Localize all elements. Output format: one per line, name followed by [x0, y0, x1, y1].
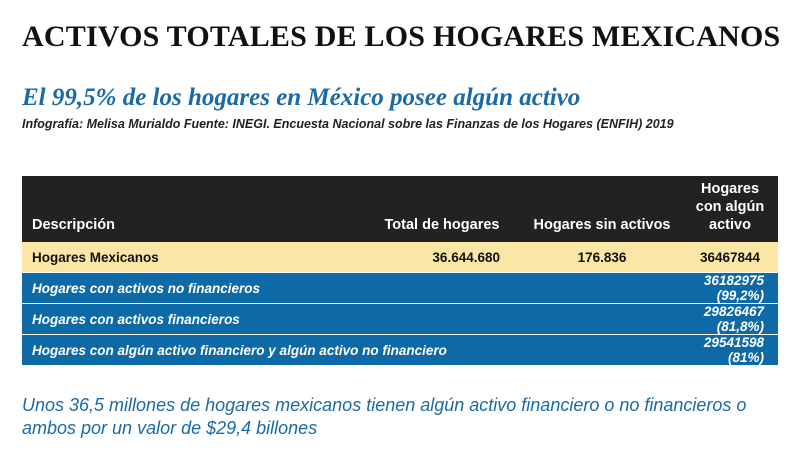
table-row: Hogares con activos no financieros 36182…	[22, 272, 778, 304]
table-row: Hogares con activos financieros 29826467…	[22, 303, 778, 335]
cell-valor: 36182975 (99,2%)	[682, 272, 778, 304]
footer-summary: Unos 36,5 millones de hogares mexicanos …	[22, 395, 747, 438]
page-subtitle: El 99,5% de los hogares en México posee …	[22, 84, 581, 111]
header-hogares-con-activo: Hogares con algún activo	[682, 176, 778, 242]
cell-sin-activos: 176.836	[522, 242, 682, 273]
cell-total: 36.644.680	[362, 242, 522, 273]
cell-valor: 29541598 (81%)	[682, 334, 778, 366]
header-total-hogares: Total de hogares	[362, 176, 522, 242]
header-hogares-sin-activos: Hogares sin activos	[522, 176, 682, 242]
header-descripcion: Descripción	[22, 176, 362, 242]
page-title: ACTIVOS TOTALES DE LOS HOGARES MEXICANOS	[22, 20, 781, 53]
cell-valor: 29826467 (81,8%)	[682, 303, 778, 335]
cell-descripcion: Hogares Mexicanos	[22, 242, 362, 273]
cell-descripcion: Hogares con algún activo financiero y al…	[22, 334, 682, 366]
cell-descripcion: Hogares con activos no financieros	[22, 272, 682, 304]
cell-con-activo: 36467844	[682, 242, 778, 273]
cell-descripcion: Hogares con activos financieros	[22, 303, 682, 335]
table-header-row: Descripción Total de hogares Hogares sin…	[22, 176, 778, 242]
source-credit: Infografía: Melisa Murialdo Fuente: INEG…	[22, 117, 674, 131]
assets-table: Descripción Total de hogares Hogares sin…	[22, 176, 778, 366]
table-row: Hogares con algún activo financiero y al…	[22, 334, 778, 366]
table-row-hogares-mexicanos: Hogares Mexicanos 36.644.680 176.836 364…	[22, 242, 778, 273]
